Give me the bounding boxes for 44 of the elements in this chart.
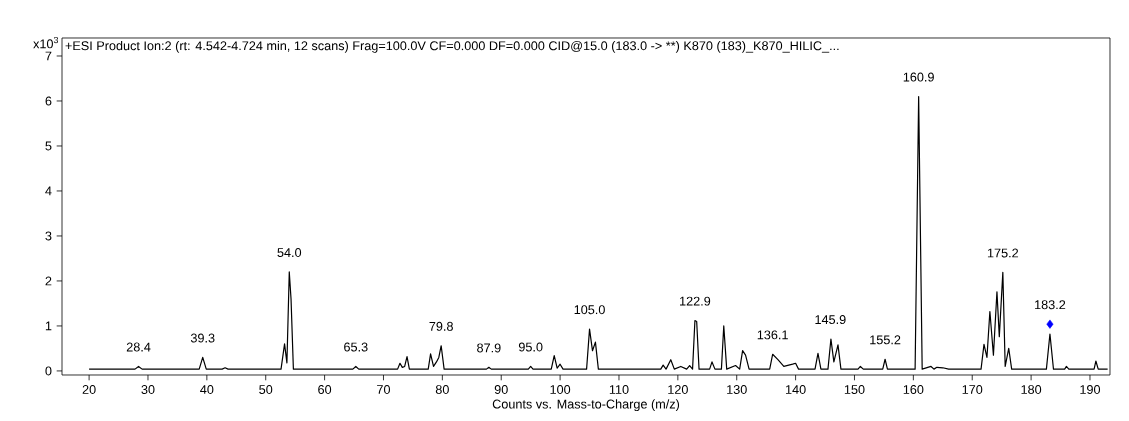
x-tick-label: 20 [82, 385, 96, 394]
y-tick-label: 1 [45, 321, 52, 331]
x-tick-label: 90 [494, 385, 508, 394]
x-tick-label: 150 [844, 385, 865, 394]
y-tick-label: 3 [45, 231, 52, 241]
x-tick-label: 110 [609, 385, 629, 394]
x-tick-label: 40 [200, 385, 214, 394]
y-axis-title: x10$^{3}$ [33, 36, 59, 49]
annotation: 39.3 [190, 333, 215, 343]
annotation: 28.4 [126, 342, 151, 352]
y-tick-label: 5 [45, 141, 52, 151]
x-tick-label: 80 [435, 385, 449, 394]
x-tick-label: 30 [141, 385, 155, 394]
annotation: 79.8 [429, 321, 453, 331]
x-tick-label: 160 [903, 385, 924, 394]
y-tick-label: 0 [45, 366, 52, 376]
annotation: 54.0 [277, 248, 302, 258]
annotation: 160.9 [903, 72, 934, 82]
annotation: 122.9 [680, 296, 711, 306]
x-tick-label: 100 [550, 385, 571, 394]
annotation: 87.9 [477, 343, 501, 353]
x-axis-title: Counts vs. Mass-to-Charge (m/z) [492, 399, 680, 412]
y-tick-label: 7 [45, 51, 52, 61]
chart-title: +ESI Product Ion:2 (rt: 4.542-4.724 min, 12 scans) Frag=100.0V CF=0.000 DF=0.000 CID@15.0 (183.0 -> **) K870 (183)_K870_HILIC_... [65, 40, 839, 53]
x-tick-label: 170 [962, 385, 983, 394]
annotation: 105.0 [574, 305, 605, 315]
annotation: 183.2 [1035, 300, 1066, 310]
annotation: 65.3 [344, 342, 368, 352]
x-tick-label: 130 [727, 385, 747, 394]
x-tick-label: 190 [1080, 385, 1101, 394]
x-tick-label: 70 [377, 385, 391, 394]
y-tick-label: 4 [45, 186, 52, 196]
x-tick-label: 140 [785, 385, 806, 394]
annotation: 175.2 [987, 248, 1019, 258]
annotation: 155.2 [870, 335, 901, 345]
x-tick-label: 120 [668, 385, 688, 394]
annotation: 95.0 [518, 342, 543, 352]
x-tick-label: 180 [1021, 385, 1042, 394]
x-tick-label: 50 [259, 385, 273, 394]
y-tick-label: 6 [45, 96, 52, 106]
annotation: 136.1 [757, 330, 788, 340]
x-tick-label: 60 [318, 385, 332, 394]
annotation: 145.9 [815, 315, 846, 325]
y-tick-label: 2 [45, 276, 52, 286]
